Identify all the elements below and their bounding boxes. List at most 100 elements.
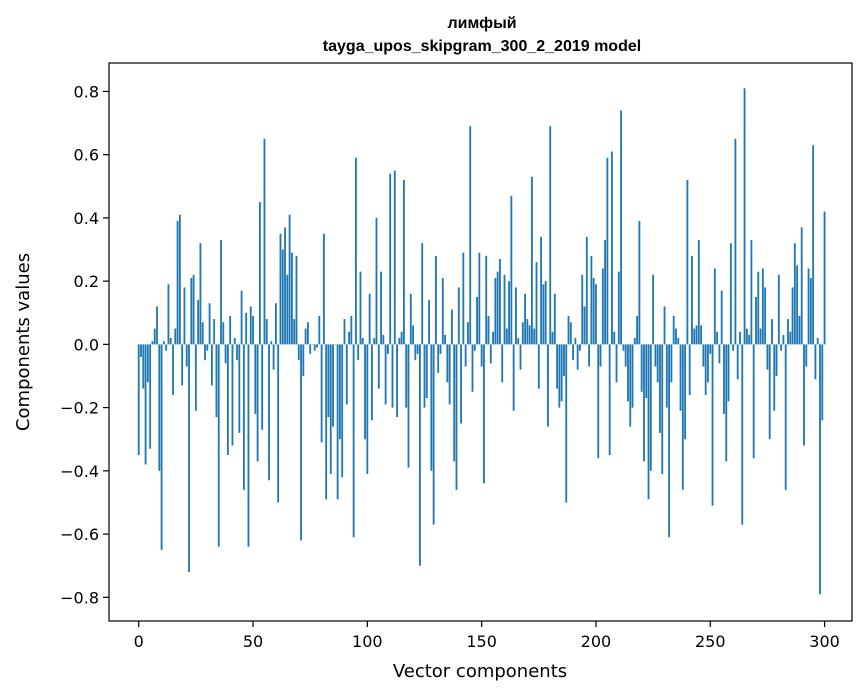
- bar-294: [809, 277, 812, 345]
- y-tick-label: −0.6: [60, 525, 99, 544]
- bar-215: [629, 344, 632, 427]
- bar-144: [467, 322, 469, 345]
- bar-135: [446, 344, 449, 383]
- bar-279: [775, 344, 778, 376]
- bar-155: [492, 331, 494, 345]
- bar-96: [357, 344, 360, 361]
- bar-20: [183, 287, 186, 345]
- bar-126: [425, 344, 428, 399]
- bar-222: [645, 344, 648, 399]
- bar-252: [713, 268, 716, 345]
- bar-192: [576, 344, 579, 370]
- bar-224: [649, 344, 652, 471]
- bar-92: [348, 331, 350, 345]
- bar-291: [803, 344, 805, 446]
- bar-157: [496, 271, 499, 345]
- bar-284: [787, 319, 789, 345]
- bar-255: [720, 290, 723, 345]
- bar-107: [382, 334, 385, 345]
- x-ticks: 0 50 100 150 200 250 300: [134, 621, 840, 651]
- bar-268: [750, 240, 753, 345]
- bar-161: [505, 328, 508, 345]
- bar-109: [387, 344, 389, 354]
- bar-124: [421, 243, 424, 345]
- bar-213: [624, 344, 627, 367]
- bar-142: [462, 252, 465, 345]
- y-tick-label: 0.8: [74, 82, 99, 101]
- y-tick-label: −0.2: [60, 399, 99, 418]
- bar-203: [601, 268, 604, 345]
- bar-300: [823, 211, 826, 345]
- bar-196: [585, 236, 588, 345]
- bar-149: [478, 252, 481, 345]
- bar-169: [524, 293, 526, 345]
- bar-116: [403, 179, 405, 345]
- bar-299: [821, 344, 824, 421]
- bar-248: [704, 344, 707, 395]
- bar-50: [252, 315, 254, 345]
- bar-276: [768, 344, 771, 440]
- bar-95: [354, 157, 357, 345]
- bar-15: [172, 344, 174, 395]
- bar-36: [220, 240, 222, 345]
- bar-259: [729, 243, 732, 345]
- bar-175: [537, 344, 540, 389]
- bar-108: [384, 344, 387, 405]
- bar-189: [569, 322, 572, 345]
- bar-26: [197, 300, 200, 345]
- bar-140: [457, 287, 460, 345]
- bar-263: [739, 331, 741, 345]
- bar-256: [723, 344, 725, 414]
- x-tick-label: 150: [466, 632, 497, 651]
- x-tick-label: 200: [581, 632, 612, 651]
- bar-206: [608, 344, 611, 456]
- bar-14: [169, 338, 172, 345]
- bar-25: [194, 344, 197, 411]
- bar-283: [784, 344, 787, 490]
- bar-83: [327, 344, 330, 418]
- bar-182: [553, 293, 556, 345]
- x-tick-label: 100: [352, 632, 383, 651]
- bar-188: [567, 315, 570, 345]
- bar-72: [302, 344, 305, 376]
- bar-133: [441, 277, 444, 345]
- bar-181: [551, 331, 554, 345]
- bar-104: [375, 217, 378, 345]
- bar-264: [741, 344, 744, 525]
- bar-238: [681, 344, 684, 490]
- bar-198: [590, 255, 593, 345]
- bar-171: [528, 325, 531, 345]
- bar-121: [414, 344, 417, 361]
- bar-7: [153, 328, 156, 345]
- bar-210: [617, 271, 620, 345]
- bar-90: [343, 319, 346, 345]
- bar-257: [725, 344, 728, 462]
- y-ticks: −0.8 −0.6 −0.4 −0.2 0.0 0.2 0.4 0.6 0.8: [60, 82, 109, 607]
- bar-212: [622, 344, 625, 351]
- bar-64: [284, 227, 286, 345]
- bar-223: [647, 344, 650, 500]
- bar-272: [759, 328, 762, 345]
- bar-85: [332, 344, 334, 427]
- bar-17: [176, 221, 179, 345]
- bar-102: [370, 344, 373, 421]
- x-tick-label: 0: [134, 632, 144, 651]
- bar-84: [329, 344, 332, 474]
- bar-204: [604, 240, 607, 345]
- bar-231: [665, 344, 668, 408]
- bar-32: [210, 344, 213, 386]
- bar-235: [675, 328, 677, 345]
- bar-267: [748, 334, 751, 345]
- bar-254: [718, 344, 721, 364]
- bar-110: [389, 173, 392, 345]
- bar-127: [428, 300, 430, 345]
- bar-216: [631, 344, 634, 408]
- bar-29: [204, 344, 206, 361]
- bar-56: [265, 319, 268, 345]
- bar-156: [494, 277, 497, 345]
- bar-23: [190, 277, 193, 345]
- x-tick-label: 250: [695, 632, 726, 651]
- bar-209: [615, 344, 618, 383]
- bar-208: [613, 331, 616, 345]
- bar-167: [519, 344, 522, 370]
